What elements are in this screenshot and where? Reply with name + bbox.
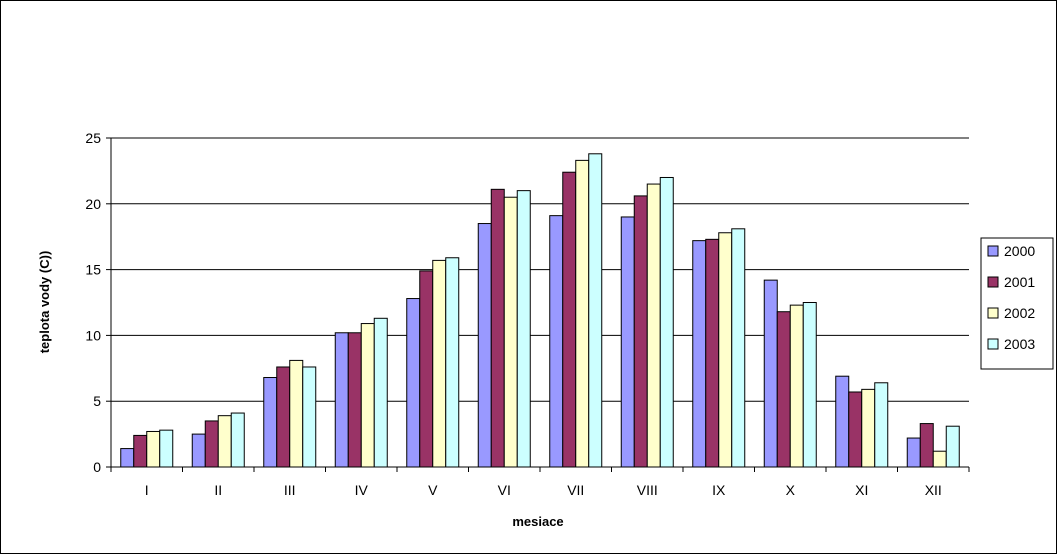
bar-2000-II	[191, 433, 206, 468]
legend-label: 2003	[1004, 336, 1035, 352]
x-tick-label: I	[145, 482, 149, 498]
legend-label: 2000	[1004, 243, 1035, 259]
bar-2000-XII	[906, 437, 921, 468]
bar-2003-II	[230, 412, 245, 468]
bar-2000-X	[763, 279, 778, 468]
y-tick-labels: 0 5 10 15 20 25	[85, 130, 111, 475]
legend-swatch-2001	[987, 276, 999, 288]
gridlines	[111, 137, 969, 402]
bar-2001-VII	[562, 171, 577, 468]
bars	[120, 153, 960, 468]
bar-2002-V	[432, 259, 447, 468]
bar-2003-VI	[516, 190, 531, 468]
y-tick-label: 10	[85, 327, 101, 343]
bar-2003-IV	[373, 317, 388, 468]
bar-2002-VII	[575, 159, 590, 468]
bar-2001-X	[776, 311, 791, 468]
x-tick-label: II	[214, 482, 222, 498]
x-tick-label: IV	[355, 482, 369, 498]
x-tick-label: XI	[855, 482, 868, 498]
bar-2001-XI	[848, 391, 863, 468]
bar-2000-I	[120, 448, 135, 468]
bar-2000-IV	[334, 332, 349, 468]
y-tick-label: 0	[93, 459, 101, 475]
y-tick-label: 5	[93, 393, 101, 409]
bar-2001-IX	[705, 238, 720, 468]
bar-2002-IX	[718, 232, 733, 468]
bar-2002-I	[146, 430, 161, 468]
bar-2000-V	[406, 298, 421, 468]
bar-2001-III	[276, 366, 291, 468]
x-tick-label: VIII	[637, 482, 658, 498]
x-tick-label: XII	[925, 482, 942, 498]
bar-2003-VII	[588, 153, 603, 468]
bar-2002-III	[289, 359, 304, 468]
bar-2001-IV	[347, 332, 362, 468]
x-tick-label: V	[428, 482, 438, 498]
bar-2000-IX	[692, 240, 707, 468]
bar-2003-XI	[874, 382, 889, 468]
legend-swatch-2003	[987, 338, 999, 350]
bar-2002-XII	[932, 450, 947, 468]
x-tick-label: IX	[712, 482, 726, 498]
bar-2000-XI	[835, 375, 850, 468]
bar-2002-VIII	[646, 183, 661, 468]
y-tick-label: 15	[85, 262, 101, 278]
bar-2001-VIII	[633, 195, 648, 468]
bar-2003-IX	[731, 228, 746, 468]
bar-2003-V	[445, 257, 460, 468]
bar-2003-I	[159, 429, 174, 468]
bar-2000-VIII	[620, 216, 635, 468]
legend-swatch-2000	[987, 245, 999, 257]
bar-2001-XII	[919, 423, 934, 468]
x-axis-title: mesiace	[512, 514, 563, 529]
legend-label: 2002	[1004, 305, 1035, 321]
bar-2003-X	[802, 302, 817, 468]
legend-label: 2001	[1004, 274, 1035, 290]
bar-2000-VI	[477, 223, 492, 468]
bar-2003-XII	[945, 425, 960, 468]
bar-2002-X	[789, 304, 804, 468]
y-tick-label: 20	[85, 196, 101, 212]
bar-2003-VIII	[659, 176, 674, 468]
bar-2001-II	[204, 420, 219, 468]
bar-2001-VI	[490, 188, 505, 468]
bar-2002-IV	[360, 323, 375, 468]
y-tick-label: 25	[85, 130, 101, 146]
bar-2001-V	[419, 270, 434, 468]
bar-2003-III	[302, 366, 317, 468]
x-tick-labels: I II III IV V VI VII VIII IX X XI XII	[110, 467, 970, 498]
x-tick-label: VII	[567, 482, 584, 498]
bar-2002-XI	[861, 388, 876, 468]
x-tick-label: III	[284, 482, 296, 498]
y-axis-title: teplota vody (C))	[37, 251, 52, 354]
x-tick-label: VI	[498, 482, 511, 498]
legend-swatch-2002	[987, 307, 999, 319]
bar-2001-I	[133, 434, 148, 468]
bar-2000-III	[263, 377, 278, 468]
bar-2002-VI	[503, 196, 518, 468]
legend: 2000 2001 2002 2003	[980, 237, 1054, 370]
bar-2002-II	[217, 415, 232, 468]
bar-2000-VII	[549, 215, 564, 468]
x-tick-label: X	[786, 482, 796, 498]
